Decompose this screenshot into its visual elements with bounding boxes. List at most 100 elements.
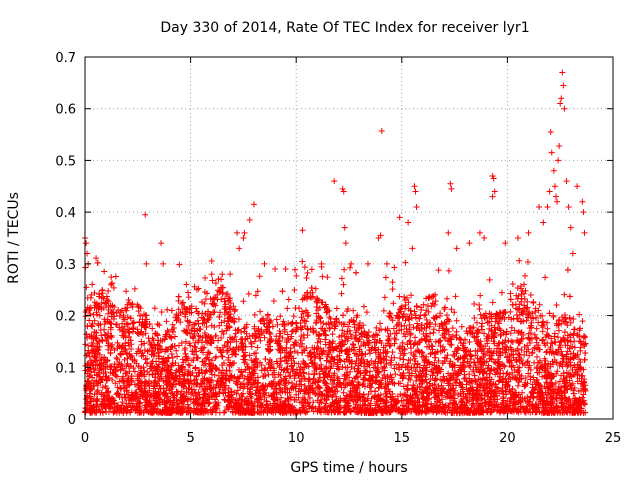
density-point [319, 299, 326, 306]
density-point [581, 356, 588, 363]
density-point [579, 318, 586, 325]
density-point [86, 353, 93, 360]
density-point [495, 378, 502, 385]
density-point [207, 386, 214, 393]
density-point [317, 338, 324, 345]
density-point [513, 292, 520, 299]
density-point [567, 338, 574, 345]
density-point [219, 353, 226, 360]
density-point [282, 380, 289, 387]
density-point [86, 373, 93, 380]
density-point [243, 321, 250, 328]
density-point [298, 333, 305, 340]
density-point [557, 338, 564, 345]
density-point [290, 327, 297, 334]
density-point [531, 345, 538, 352]
density-point [86, 317, 93, 324]
density-point [339, 327, 346, 334]
density-point [533, 325, 540, 332]
density-point [444, 295, 451, 302]
density-point [251, 350, 258, 357]
density-point [486, 276, 493, 283]
density-point [286, 372, 293, 379]
density-point [306, 376, 313, 383]
density-point [316, 391, 323, 398]
density-point [234, 374, 241, 381]
density-point [99, 384, 106, 391]
density-point [302, 307, 309, 314]
density-point [509, 281, 516, 288]
density-point [341, 266, 348, 273]
density-point [188, 303, 195, 310]
density-point [314, 339, 321, 346]
density-point [498, 289, 505, 296]
density-point [166, 333, 173, 340]
density-point [411, 353, 418, 360]
density-point [291, 286, 298, 293]
density-point [100, 305, 107, 312]
density-point [413, 325, 420, 332]
density-point [277, 313, 284, 320]
density-point [556, 378, 563, 385]
density-point [123, 288, 130, 295]
density-point [408, 311, 415, 318]
density-point [193, 305, 200, 312]
density-point [273, 316, 280, 323]
density-point [410, 341, 417, 348]
density-point [443, 312, 450, 319]
density-point [376, 327, 383, 334]
density-point [251, 338, 258, 345]
density-point [299, 258, 306, 265]
density-point [261, 334, 268, 341]
density-point [470, 368, 477, 375]
density-point [317, 355, 324, 362]
density-point [96, 406, 103, 413]
density-point [298, 373, 305, 380]
density-point [344, 306, 351, 313]
density-point [177, 319, 184, 326]
density-point [442, 321, 449, 328]
density-point [527, 291, 534, 298]
density-point [493, 384, 500, 391]
density-point [516, 257, 523, 264]
density-point [99, 290, 106, 297]
density-point [313, 303, 320, 310]
density-point [120, 312, 127, 319]
density-point [212, 302, 219, 309]
density-point [551, 330, 558, 337]
density-point [108, 332, 115, 339]
density-point [97, 326, 104, 333]
density-point [489, 299, 496, 306]
density-point [87, 365, 94, 372]
density-point [285, 379, 292, 386]
density-point [519, 389, 526, 396]
density-point [261, 366, 268, 373]
density-point [418, 306, 425, 313]
density-point [94, 387, 101, 394]
density-point [164, 327, 171, 334]
density-point [515, 382, 522, 389]
density-point [239, 393, 246, 400]
density-point [256, 273, 263, 280]
density-point [165, 364, 172, 371]
density-point [402, 259, 409, 266]
density-point [240, 352, 247, 359]
density-point [290, 313, 297, 320]
density-point [397, 380, 404, 387]
density-point [147, 341, 154, 348]
density-point [305, 371, 312, 378]
density-point [501, 315, 508, 322]
density-point [446, 337, 453, 344]
density-point [567, 331, 574, 338]
density-point [353, 314, 360, 321]
density-point [308, 266, 315, 273]
density-point [254, 288, 261, 295]
density-point [168, 350, 175, 357]
density-point [254, 380, 261, 387]
density-point [566, 395, 573, 402]
density-point [466, 324, 473, 331]
density-point [304, 269, 311, 276]
density-point [289, 384, 296, 391]
data-points [82, 69, 589, 417]
density-point [174, 353, 181, 360]
